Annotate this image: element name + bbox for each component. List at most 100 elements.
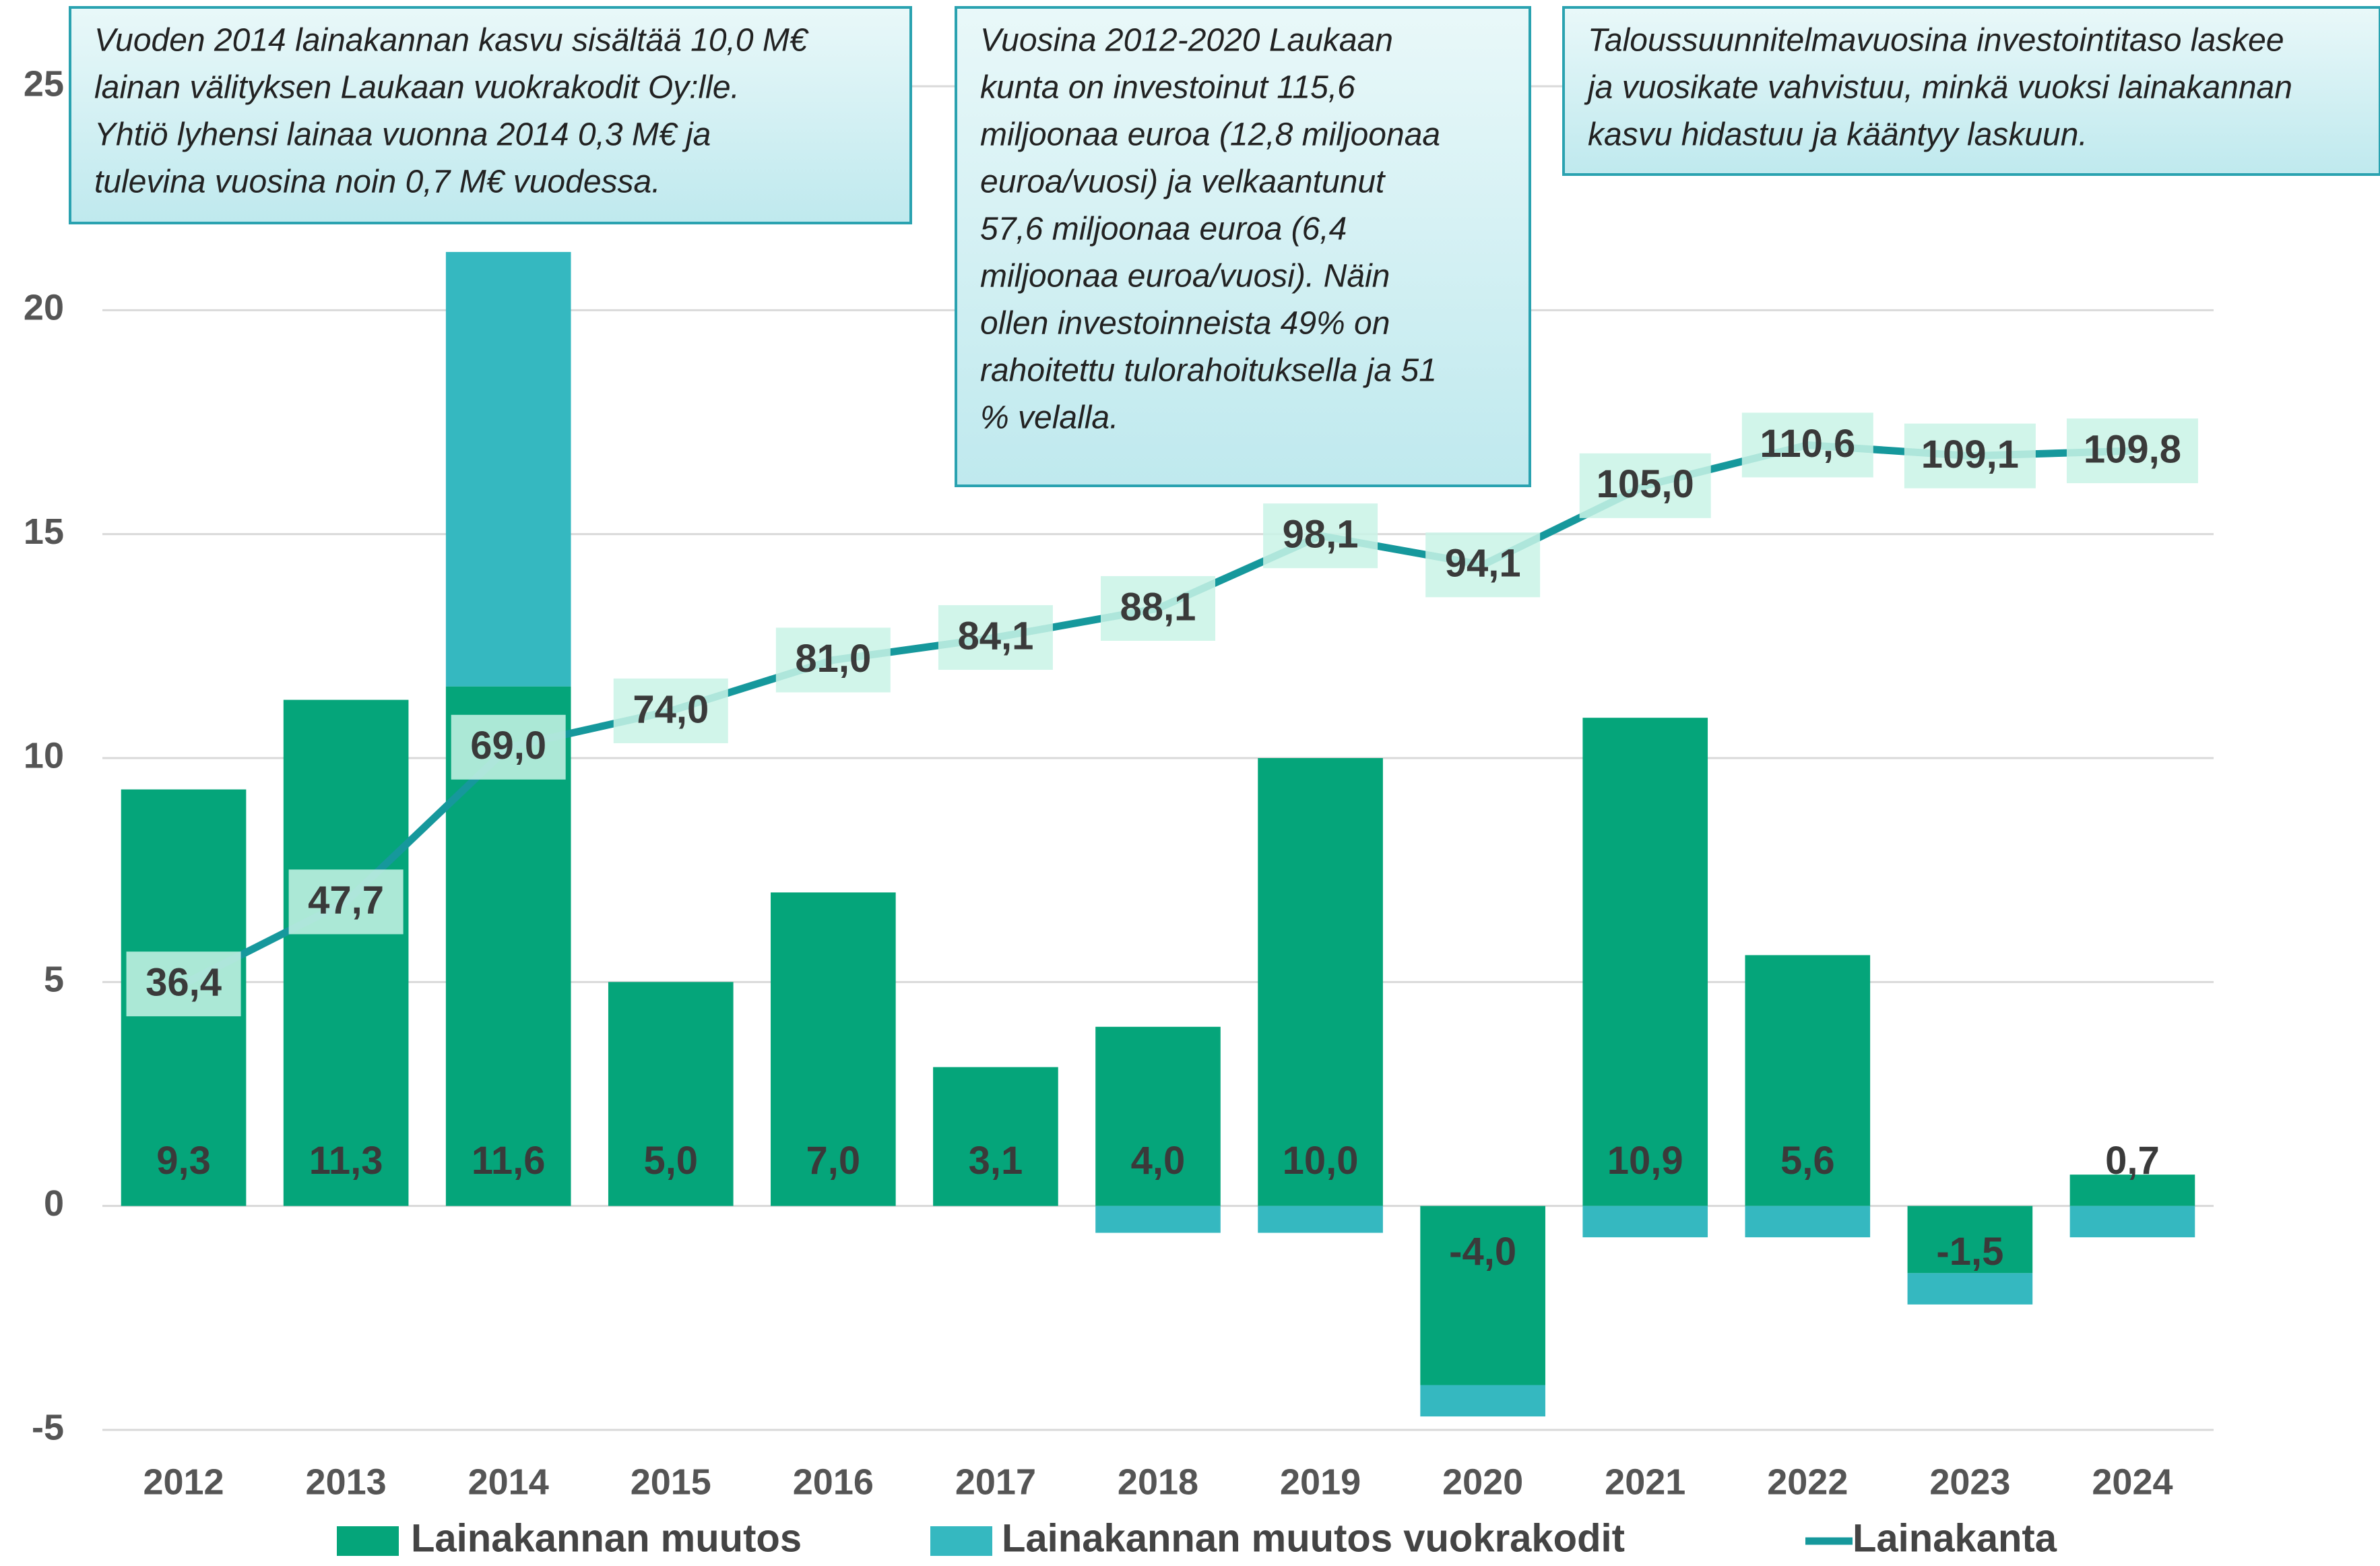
bar	[1258, 1205, 1383, 1233]
bar	[1258, 758, 1383, 1206]
y-tick-label: 10	[24, 735, 64, 776]
data-label: 7,0	[806, 1139, 861, 1183]
data-label-box	[451, 714, 566, 780]
x-tick-label: 2013	[306, 1462, 387, 1502]
legend-marker	[337, 1526, 399, 1556]
x-tick-label: 2014	[468, 1462, 549, 1502]
data-label-box	[1101, 575, 1215, 641]
data-label: 110,6	[1760, 422, 1855, 466]
data-label: 11,3	[309, 1139, 383, 1183]
legend-label: Lainakannan muutos	[411, 1516, 802, 1560]
data-label-box	[126, 951, 241, 1017]
data-label-box	[938, 605, 1053, 670]
x-tick-label: 2016	[793, 1462, 874, 1502]
data-label: 84,1	[957, 614, 1033, 658]
data-label: -1,5	[1936, 1230, 2003, 1274]
annotation-box	[955, 6, 1531, 487]
x-tick-label: 2019	[1280, 1462, 1361, 1502]
bar	[1095, 1205, 1221, 1233]
data-label: 94,1	[1445, 542, 1521, 586]
annotation-text: ja vuosikate vahvistuu, minkä vuoksi lai…	[1584, 70, 2292, 106]
data-label: -4,0	[1449, 1230, 1516, 1274]
data-label-box	[1263, 503, 1378, 569]
annotation-text: tulevina vuosina noin 0,7 M€ vuodessa.	[94, 164, 661, 200]
bar	[1095, 1026, 1221, 1206]
data-label-box	[1425, 532, 1541, 598]
y-tick-label: 0	[44, 1183, 64, 1224]
legend-marker	[930, 1526, 992, 1556]
annotation-text: Vuosina 2012-2020 Laukaan	[980, 23, 1393, 59]
data-label: 11,6	[472, 1139, 546, 1183]
annotation-text: Taloussuunnitelmavuosina investointitaso…	[1588, 23, 2284, 59]
x-tick-label: 2024	[2092, 1462, 2173, 1502]
data-label: 105,0	[1597, 462, 1694, 506]
data-label-box	[1904, 423, 2036, 489]
bar	[1420, 1385, 1545, 1417]
annotation-text: ollen investoinneista 49% on	[980, 306, 1390, 342]
bar	[1907, 1273, 2033, 1305]
annotation-box	[1562, 6, 2380, 176]
data-label: 9,3	[156, 1139, 211, 1183]
data-label: 5,0	[643, 1139, 698, 1183]
x-tick-label: 2023	[1929, 1462, 2010, 1502]
data-label-box	[2066, 418, 2198, 484]
bar	[445, 251, 571, 687]
data-label-box	[775, 627, 891, 693]
bar	[1745, 1205, 1871, 1238]
data-label: 10,0	[1283, 1139, 1359, 1183]
data-label: 0,7	[2105, 1139, 2160, 1183]
annotation-text: miljoonaa euroa (12,8 miljoonaa	[980, 117, 1440, 153]
bar	[1582, 718, 1708, 1206]
bar	[283, 699, 409, 1206]
bar	[1420, 1205, 1545, 1385]
legend-label: Lainakanta	[1853, 1516, 2057, 1560]
bar	[933, 1067, 1058, 1206]
annotation-text: Vuoden 2014 lainakannan kasvu sisältää 1…	[94, 23, 809, 59]
bar	[2069, 1205, 2195, 1238]
data-label: 4,0	[1131, 1139, 1186, 1183]
x-tick-label: 2018	[1118, 1462, 1198, 1502]
data-label: 109,1	[1921, 433, 2019, 476]
data-label: 81,0	[795, 637, 871, 681]
y-tick-label: 25	[24, 63, 64, 104]
annotation-text: 57,6 miljoonaa euroa (6,4	[980, 212, 1347, 247]
annotation-text: kasvu hidastuu ja kääntyy laskuun.	[1588, 117, 2088, 153]
data-label: 74,0	[633, 687, 709, 731]
annotation-text: miljoonaa euroa/vuosi). Näin	[980, 259, 1390, 294]
annotation-text: Yhtiö lyhensi lainaa vuonna 2014 0,3 M€ …	[94, 117, 711, 153]
bar	[771, 892, 896, 1206]
annotation-text: kunta on investoinut 115,6	[980, 70, 1355, 106]
data-label: 3,1	[969, 1139, 1023, 1183]
annotation-text: % velalla.	[980, 400, 1118, 436]
data-label: 98,1	[1283, 513, 1359, 557]
annotation-text: euroa/vuosi) ja velkaantunut	[980, 164, 1386, 200]
y-tick-label: 5	[44, 960, 64, 1000]
annotation-text: rahoitettu tulorahoituksella ja 51	[980, 353, 1437, 389]
y-tick-label: 15	[24, 511, 64, 552]
data-label: 5,6	[1780, 1139, 1835, 1183]
data-label: 88,1	[1120, 585, 1196, 629]
data-label-box	[613, 678, 728, 743]
x-tick-label: 2022	[1767, 1462, 1848, 1502]
data-label: 47,7	[308, 879, 384, 922]
y-tick-label: -5	[32, 1407, 64, 1447]
x-tick-label: 2021	[1605, 1462, 1685, 1502]
bar	[2069, 1174, 2195, 1206]
annotation-box	[69, 6, 912, 224]
data-label: 109,8	[2084, 427, 2181, 471]
data-label-box	[1741, 412, 1873, 478]
annotation-text: lainan välityksen Laukaan vuokrakodit Oy…	[94, 70, 740, 106]
y-tick-label: 20	[24, 288, 64, 328]
x-tick-label: 2020	[1442, 1462, 1523, 1502]
x-tick-label: 2017	[955, 1462, 1036, 1502]
bar	[1745, 955, 1871, 1206]
legend-label: Lainakannan muutos vuokrakodit	[1002, 1516, 1625, 1560]
x-tick-label: 2015	[631, 1462, 711, 1502]
x-tick-label: 2012	[143, 1462, 224, 1502]
bar	[1907, 1205, 2033, 1274]
data-label: 10,9	[1607, 1139, 1683, 1183]
bar	[1582, 1205, 1708, 1238]
data-label: 69,0	[470, 724, 546, 768]
data-label-box	[288, 869, 404, 935]
